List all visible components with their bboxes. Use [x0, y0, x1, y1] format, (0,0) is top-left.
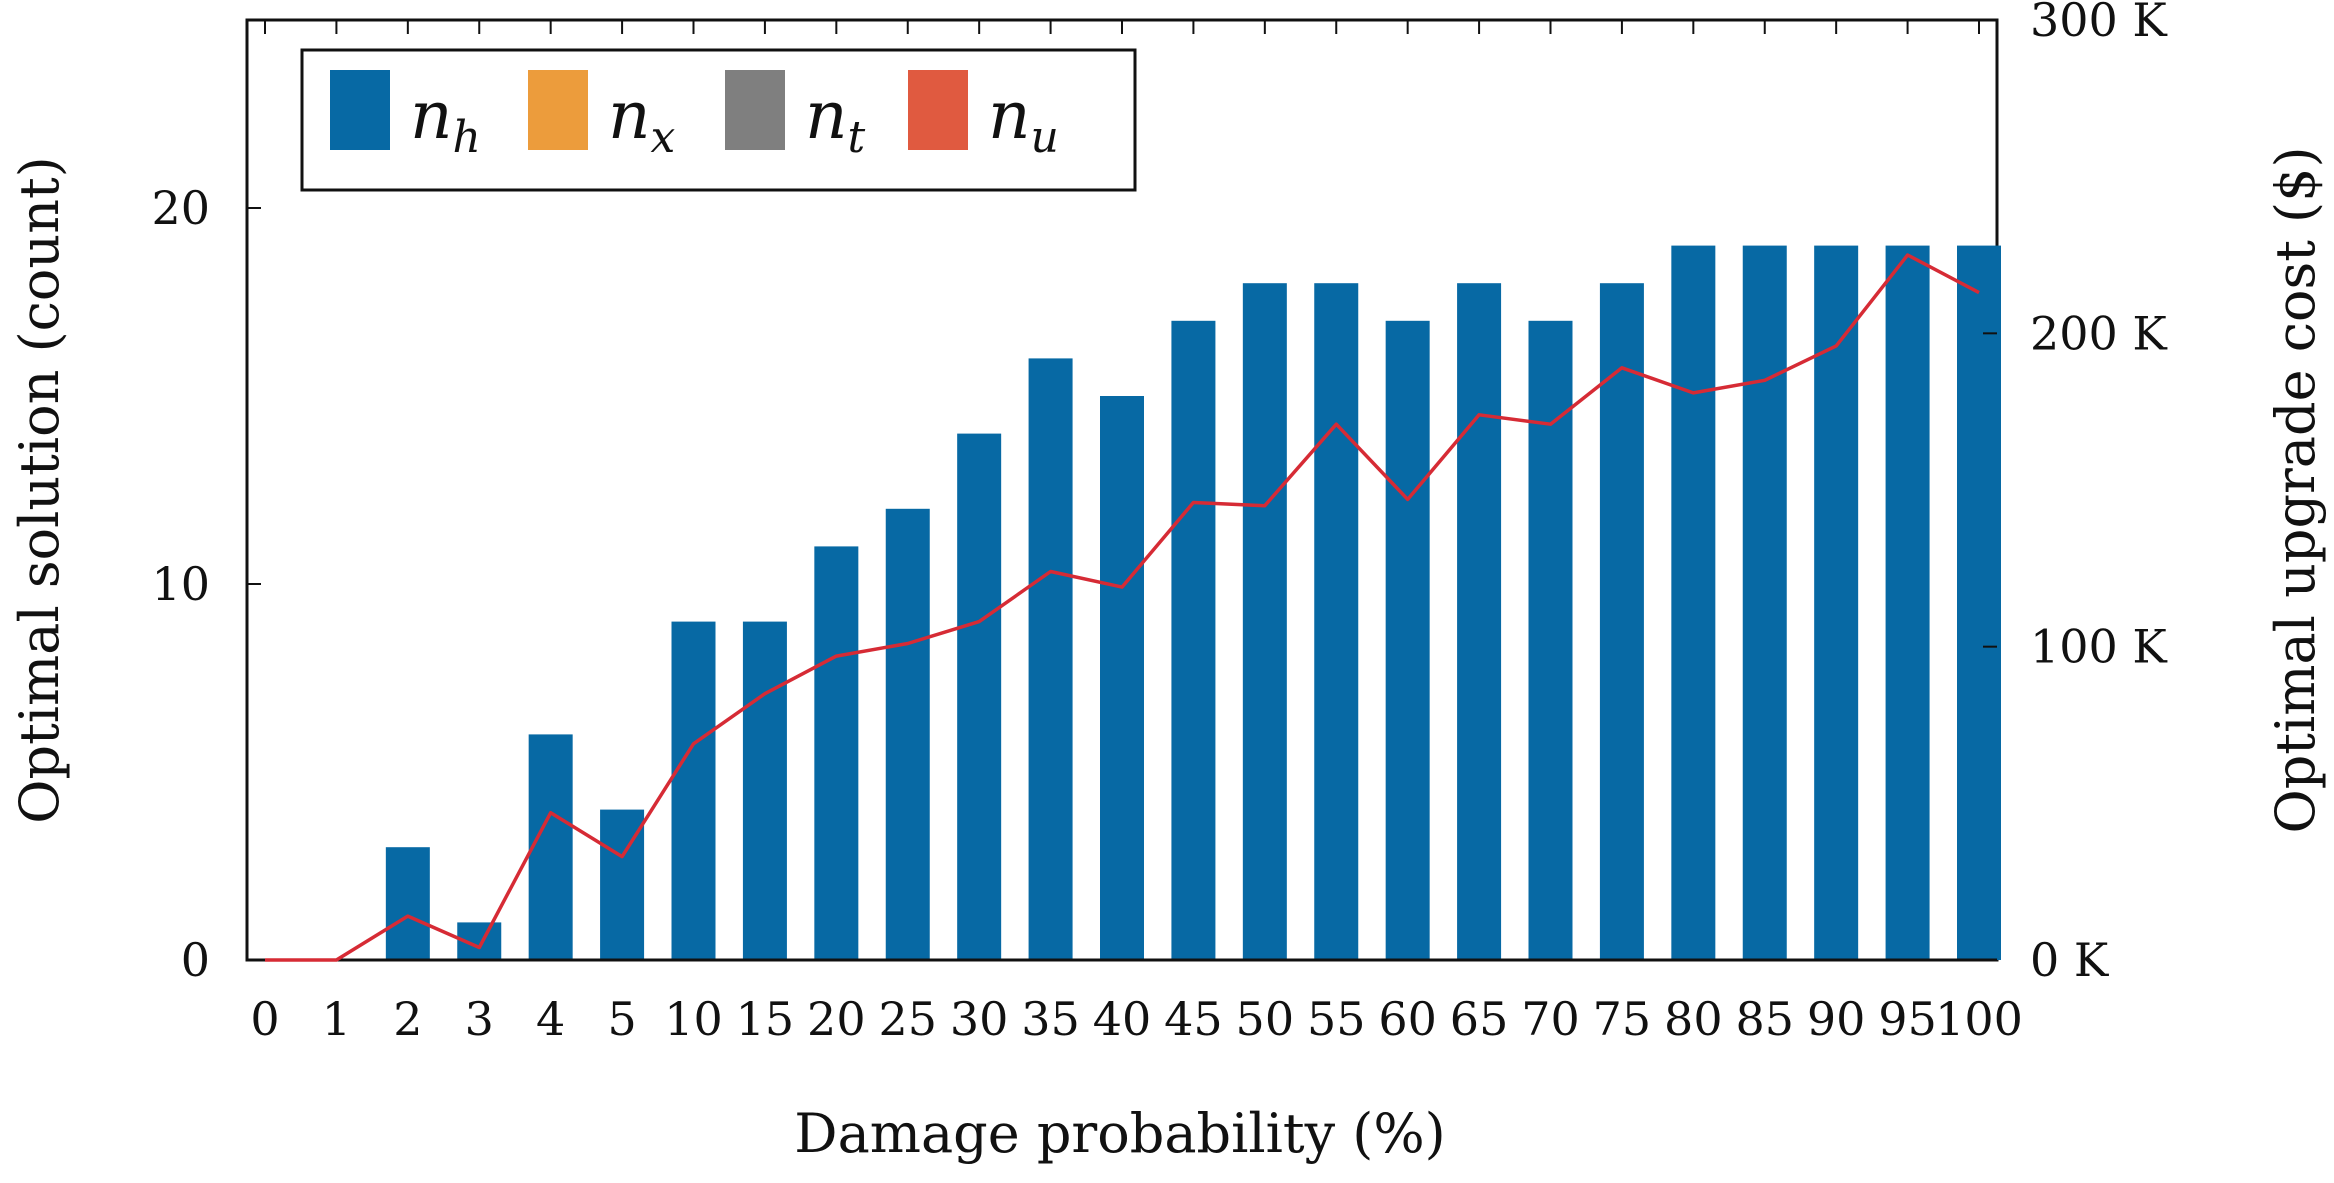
x-tick-label-45: 45 — [1164, 992, 1223, 1046]
x-tick-label-100: 100 — [1935, 992, 2023, 1046]
y-right-tick-labels: 0 K 100 K 200 K 300 K — [2030, 0, 2168, 987]
y-left-tick-label-0: 0 — [181, 933, 210, 987]
bar-n_h-25 — [885, 508, 930, 960]
bar-n_h-90 — [1814, 245, 1859, 961]
bar-n_h-20 — [814, 546, 859, 960]
x-tick-label-10: 10 — [664, 992, 723, 1046]
legend-swatch-n_t — [725, 70, 785, 150]
cost-line-layer — [265, 253, 1980, 962]
x-tick-label-60: 60 — [1378, 992, 1437, 1046]
y-axis-left-title: Optimal solution (count) — [8, 156, 71, 824]
legend-label-n_t: nt — [805, 77, 866, 163]
bar-n_h-2 — [385, 847, 430, 960]
bar-n_h-10 — [671, 621, 716, 960]
cost-line — [265, 253, 1980, 962]
x-tick-label-4: 4 — [536, 992, 565, 1046]
legend: nh nx nt nu — [300, 48, 1137, 192]
legend-swatch-n_u — [908, 70, 968, 150]
x-tick-label-25: 25 — [878, 992, 937, 1046]
legend-items: nh nx nt nu — [330, 70, 1059, 163]
x-tick-label-75: 75 — [1593, 992, 1652, 1046]
bar-n_h-4 — [528, 734, 573, 960]
legend-label-n_u: nu — [988, 77, 1059, 163]
bar-n_h-85 — [1742, 245, 1787, 961]
x-axis-title: Damage probability (%) — [794, 1102, 1445, 1165]
x-tick-labels: 0 1 2 3 4 5 10 15 20 25 30 35 40 45 50 55 60 65 70 75 80 85 90… — [250, 992, 2023, 1046]
x-tick-label-1: 1 — [322, 992, 351, 1046]
legend-box — [300, 48, 1137, 192]
x-tick-label-95: 95 — [1878, 992, 1937, 1046]
bar-n_h-80 — [1671, 245, 1716, 961]
y-left-tick-label-20: 20 — [151, 181, 210, 235]
bar-n_h-40 — [1100, 396, 1144, 960]
x-tick-label-35: 35 — [1021, 992, 1080, 1046]
x-tick-label-90: 90 — [1807, 992, 1866, 1046]
y-left-tick-labels: 0 10 20 — [151, 181, 210, 987]
y-left-tick-label-10: 10 — [151, 557, 210, 611]
legend-label-n_h: nh — [410, 77, 481, 163]
bar-n_h-65 — [1457, 283, 1502, 960]
bar-n_h-95 — [1885, 245, 1930, 961]
bar-n_h-75 — [1599, 283, 1644, 960]
bar-n_h-50 — [1242, 283, 1287, 960]
x-tick-label-85: 85 — [1735, 992, 1794, 1046]
x-tick-label-5: 5 — [607, 992, 636, 1046]
x-tick-label-3: 3 — [465, 992, 494, 1046]
y-right-tick-label-3: 300 K — [2030, 0, 2168, 47]
bar-n_h-15 — [742, 621, 787, 960]
x-tick-label-15: 15 — [736, 992, 795, 1046]
x-tick-label-30: 30 — [950, 992, 1009, 1046]
y-axis-right-title: Optimal upgrade cost ($) — [2264, 146, 2327, 833]
legend-swatch-n_h — [330, 70, 390, 150]
x-tick-label-2: 2 — [393, 992, 422, 1046]
bar-n_h-70 — [1528, 320, 1573, 960]
bar-n_h-45 — [1171, 320, 1216, 960]
x-tick-label-0: 0 — [250, 992, 279, 1046]
x-tick-label-40: 40 — [1093, 992, 1152, 1046]
ticks-layer — [247, 19, 1997, 961]
bar-n_h-35 — [1028, 358, 1073, 960]
legend-swatch-n_x — [528, 70, 588, 150]
bar-n_h-100 — [1957, 245, 2001, 961]
x-tick-label-50: 50 — [1236, 992, 1295, 1046]
x-tick-label-70: 70 — [1521, 992, 1580, 1046]
x-tick-label-65: 65 — [1450, 992, 1509, 1046]
legend-label-n_x: nx — [608, 77, 676, 163]
bar-n_h-55 — [1314, 283, 1359, 960]
x-tick-label-80: 80 — [1664, 992, 1723, 1046]
y-right-tick-label-1: 100 K — [2030, 620, 2168, 674]
bars-layer — [247, 245, 2001, 962]
bar-n_h-60 — [1385, 320, 1430, 960]
x-tick-label-20: 20 — [807, 992, 866, 1046]
y-right-tick-label-0: 0 K — [2030, 933, 2110, 987]
x-tick-label-55: 55 — [1307, 992, 1366, 1046]
y-right-tick-label-2: 200 K — [2030, 306, 2168, 360]
bar-n_h-30 — [957, 433, 1002, 961]
